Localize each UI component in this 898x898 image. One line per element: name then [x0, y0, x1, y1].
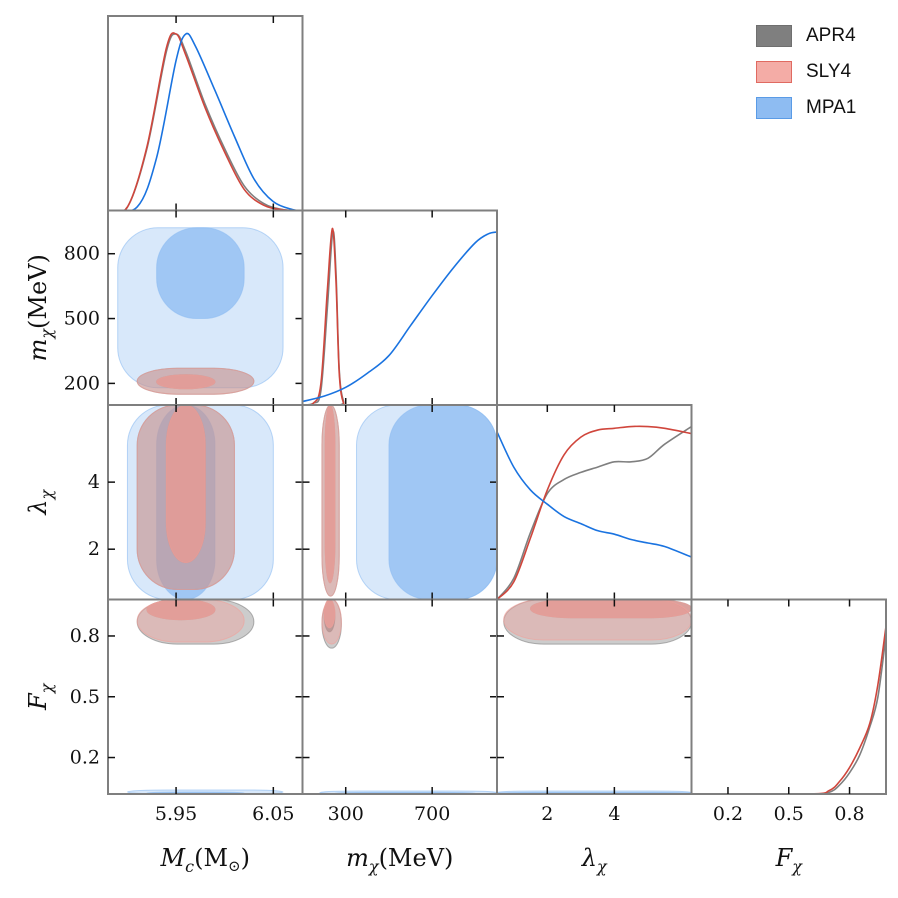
- xtick-label-mchi-1: 700: [414, 803, 450, 825]
- marginal-mchi: [302, 227, 497, 405]
- panel-lambda_mchi-contours: [321, 405, 497, 600]
- legend-item-sly4: SLY4: [756, 54, 856, 90]
- xtick-label-fchi-0: 0.2: [713, 803, 743, 825]
- panel-fchi_lambda-contours: [497, 599, 692, 794]
- xtick-label-fchi-2: 0.8: [834, 803, 864, 825]
- marginal-line-lambda-mpa1: [497, 431, 692, 558]
- legend-item-mpa1: MPA1: [756, 90, 856, 126]
- legend-swatch-mpa1: [756, 97, 792, 119]
- marginal-line-lambda-sly4: [497, 425, 692, 600]
- panel-fchi_mchi-contours: [319, 599, 497, 794]
- ytick-label-mchi-0: 200: [64, 372, 100, 394]
- marginal-line-fchi-apr4: [691, 635, 886, 794]
- legend-label-apr4: APR4: [806, 25, 856, 46]
- marginal-lambda: [497, 425, 692, 600]
- axis-label-mchi: mχ(MeV): [24, 254, 56, 361]
- marginal-line-mc-sly4: [108, 32, 303, 211]
- xtick-label-mc-1: 6.05: [252, 803, 294, 825]
- xtick-label-lambda-0: 2: [541, 803, 553, 825]
- ytick-label-mchi-2: 800: [64, 243, 100, 265]
- xtick-label-mchi-0: 300: [328, 803, 364, 825]
- xtick-label-mc-0: 5.95: [155, 803, 197, 825]
- axis-label-fchi: Fχ: [24, 682, 56, 711]
- xtick-label-lambda-1: 4: [608, 803, 620, 825]
- contour-lambda_mchi-mpa1-68: [388, 405, 497, 600]
- contour-mchi_mc-sly4-68: [156, 374, 216, 390]
- xtick-label-fchi-1: 0.5: [774, 803, 804, 825]
- legend-swatch-sly4: [756, 61, 792, 83]
- axis-label-mchi: mχ(MeV): [346, 844, 453, 876]
- ytick-label-lambda-0: 2: [88, 538, 100, 560]
- contour-fchi_lambda-sly4-68: [530, 599, 692, 619]
- contour-mchi_mc-mpa1-68: [156, 227, 245, 320]
- marginal-line-lambda-apr4: [497, 425, 692, 600]
- legend: APR4 SLY4 MPA1: [756, 18, 856, 126]
- axis-label-fchi: Fχ: [775, 844, 804, 876]
- axis-label-lambda: λχ: [24, 488, 56, 515]
- legend-swatch-apr4: [756, 25, 792, 47]
- marginal-mc: [108, 32, 303, 211]
- marginal-line-mc-mpa1: [108, 32, 303, 211]
- ytick-label-fchi-0: 0.2: [70, 747, 100, 769]
- legend-item-apr4: APR4: [756, 18, 856, 54]
- panel-lambda_mc-contours: [126, 405, 274, 600]
- contour-fchi_mc-sly4-68: [146, 599, 216, 621]
- marginal-line-mchi-mpa1: [302, 231, 497, 403]
- ytick-label-lambda-1: 4: [88, 471, 100, 493]
- legend-label-sly4: SLY4: [806, 61, 852, 82]
- legend-label-mpa1: MPA1: [806, 97, 857, 118]
- panel-fchi_mc-contours: [126, 599, 284, 794]
- marginal-line-fchi-sly4: [691, 626, 886, 794]
- ytick-label-fchi-1: 0.5: [70, 686, 100, 708]
- axis-label-mc: Mc(M⊙): [160, 844, 250, 876]
- ytick-label-fchi-2: 0.8: [70, 625, 100, 647]
- marginal-line-mchi-sly4: [302, 227, 497, 405]
- contour-lambda_mc-sly4-68: [165, 405, 206, 564]
- marginal-line-mc-apr4: [108, 33, 303, 211]
- marginal-fchi: [691, 626, 886, 794]
- contour-fchi_mchi-sly4-68: [323, 599, 336, 629]
- panel-mchi_mc-contours: [117, 227, 284, 395]
- axis-label-lambda: λχ: [581, 844, 608, 876]
- marginal-line-mchi-apr4: [302, 230, 497, 405]
- ytick-label-mchi-1: 500: [64, 308, 100, 330]
- frame-2-2: [496, 404, 693, 601]
- contour-lambda_mchi-sly4-68: [324, 405, 336, 584]
- frame-3-3: [690, 598, 887, 795]
